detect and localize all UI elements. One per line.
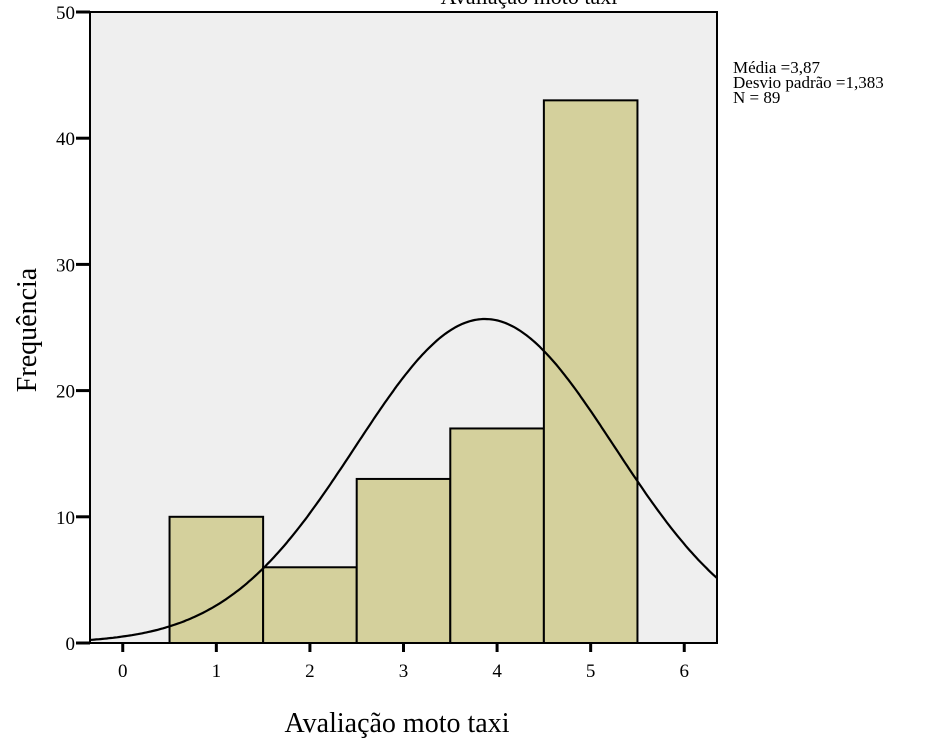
x-axis: 0 1 2 3 4 5 6 xyxy=(118,643,689,682)
bar-5 xyxy=(542,99,639,644)
x-tick-label: 1 xyxy=(212,661,222,682)
y-tick-label: 10 xyxy=(56,508,75,529)
y-axis-title: Frequência xyxy=(12,267,43,392)
y-axis: 0 10 20 30 40 50 xyxy=(56,3,90,655)
x-tick-label: 4 xyxy=(492,661,502,682)
y-tick-label: 50 xyxy=(56,3,75,24)
bar-2 xyxy=(262,566,358,645)
x-tick-label: 5 xyxy=(586,661,596,682)
normal-curve xyxy=(89,317,718,641)
x-tick-label: 0 xyxy=(118,661,128,682)
stat-line: N = 89 xyxy=(733,88,780,107)
x-tick-label: 2 xyxy=(305,661,315,682)
x-tick-label: 6 xyxy=(679,661,689,682)
stat-line: Desvio padrão =1,383 xyxy=(733,73,884,92)
bar-3 xyxy=(355,477,452,644)
chart-title: Avaliação moto taxi xyxy=(441,0,618,9)
x-axis-title: Avaliação moto taxi xyxy=(285,708,510,739)
x-tick-label: 3 xyxy=(399,661,409,682)
y-tick-label: 0 xyxy=(66,634,76,655)
stat-line: Média =3,87 xyxy=(733,58,821,77)
y-tick-label: 20 xyxy=(56,382,75,403)
bar-1 xyxy=(168,515,265,644)
y-tick-label: 30 xyxy=(56,255,75,276)
y-tick-label: 40 xyxy=(56,129,75,150)
bar-4 xyxy=(449,427,545,644)
